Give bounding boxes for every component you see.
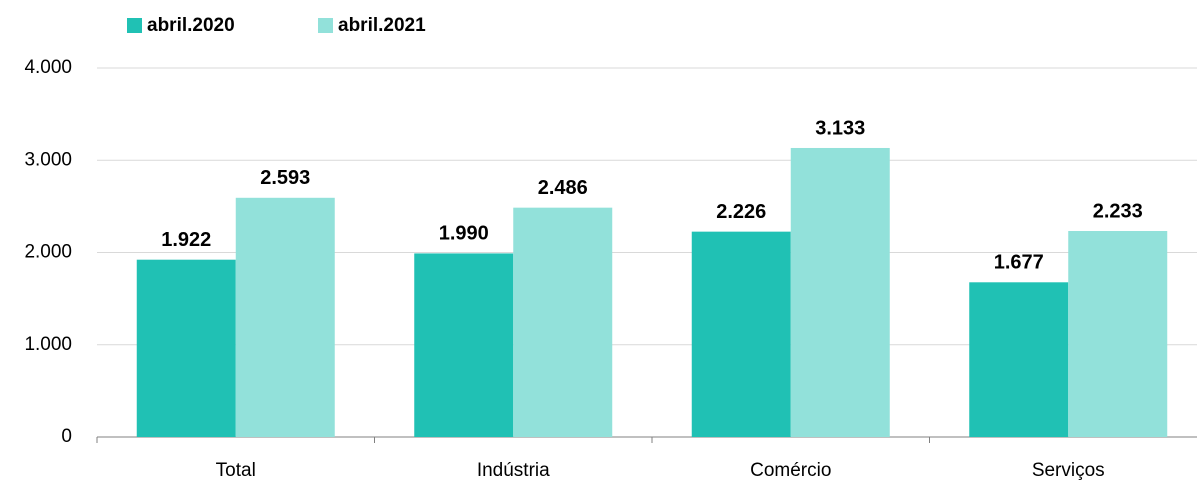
y-tick-label: 4.000	[24, 57, 72, 78]
y-tick-label: 3.000	[24, 149, 72, 170]
value-label: 1.922	[161, 229, 211, 251]
bar	[790, 147, 890, 437]
bar	[513, 207, 613, 437]
bar	[235, 197, 335, 437]
x-tick-label: Total	[216, 460, 256, 481]
bar	[969, 282, 1069, 437]
x-tick-label: Indústria	[477, 460, 550, 481]
legend-label: abril.2021	[338, 15, 426, 36]
value-label: 2.233	[1093, 200, 1143, 222]
x-tick-label: Comércio	[750, 460, 831, 481]
bar	[1068, 231, 1168, 437]
value-label: 1.990	[439, 223, 489, 245]
legend-swatch	[318, 18, 333, 33]
bar	[136, 259, 236, 437]
value-label: 2.226	[716, 201, 766, 223]
value-label: 3.133	[815, 117, 865, 139]
bar	[691, 231, 791, 437]
legend-label: abril.2020	[147, 15, 235, 36]
legend-swatch	[127, 18, 142, 33]
value-label: 2.593	[260, 167, 310, 189]
bar	[414, 253, 514, 437]
y-tick-label: 2.000	[24, 242, 72, 263]
value-label: 1.677	[994, 252, 1044, 274]
y-tick-label: 0	[61, 426, 72, 447]
value-label: 2.486	[538, 177, 588, 199]
x-tick-label: Serviços	[1032, 460, 1105, 481]
y-tick-label: 1.000	[24, 334, 72, 355]
